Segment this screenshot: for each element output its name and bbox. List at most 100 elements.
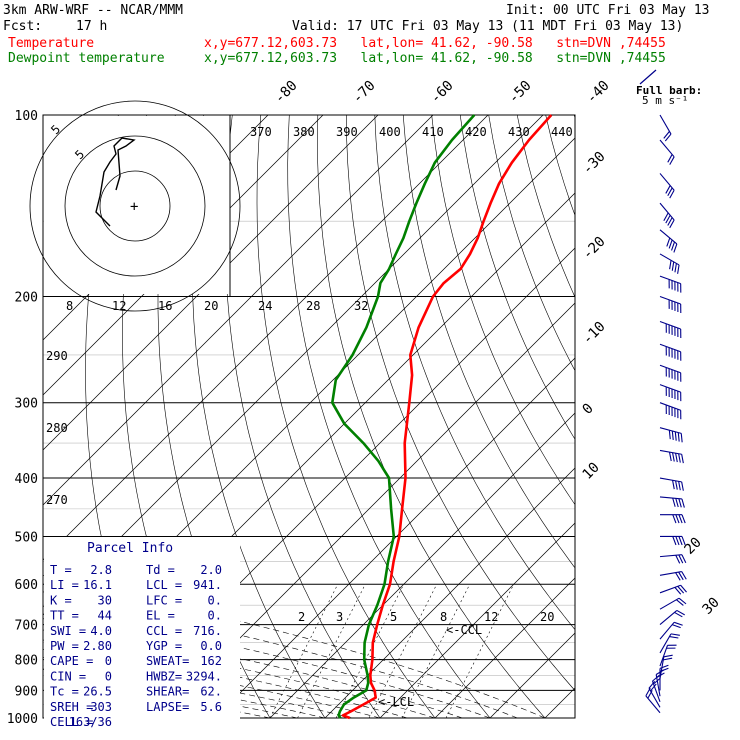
theta-label: 420 xyxy=(465,125,487,139)
speed-scale-label: 32 xyxy=(354,299,368,313)
dry-adiabat-line xyxy=(631,115,740,731)
wind-barb-flag xyxy=(681,498,685,508)
mixing-ratio-label: 5 xyxy=(390,610,397,624)
wind-barb-staff xyxy=(659,477,682,483)
wind-barb-flag xyxy=(647,690,653,699)
wind-barb-staff xyxy=(659,645,669,667)
wind-barb-flag xyxy=(671,430,674,440)
wind-barb-flag xyxy=(675,536,680,546)
wind-barb-flag xyxy=(669,219,675,229)
speed-scale-label: 24 xyxy=(258,299,272,313)
wind-barb-staff xyxy=(645,695,661,714)
isotherm-line xyxy=(43,115,544,616)
wind-barb-staff xyxy=(659,202,675,221)
isotherm-label: -50 xyxy=(506,78,535,107)
isotherm-label: -10 xyxy=(580,319,609,348)
wind-barb-staff xyxy=(659,554,682,558)
moist-adiabat-line xyxy=(43,629,436,718)
wind-barb-staff xyxy=(651,680,661,702)
wind-barb-flag xyxy=(680,433,683,443)
moist-adiabat-line xyxy=(43,618,463,718)
pressure-tick-label: 1000 xyxy=(7,712,38,727)
dry-adiabat-line xyxy=(287,115,491,718)
theta-label: 280 xyxy=(46,421,68,435)
isotherm-line xyxy=(269,412,575,718)
moist-adiabat-line xyxy=(43,591,518,718)
mixing-ratio-label: 3 xyxy=(336,610,343,624)
wind-barb-flag xyxy=(663,212,669,222)
plot-frame xyxy=(42,114,576,719)
isotherm-line xyxy=(434,577,575,718)
wind-barb-flag xyxy=(655,669,665,675)
dry-adiabat-line xyxy=(573,115,575,120)
wind-barb-flag xyxy=(678,453,681,463)
dry-adiabat-line xyxy=(431,115,575,506)
wind-barb-flag xyxy=(665,214,671,224)
full-barb-sample xyxy=(639,69,657,85)
theta-label: 430 xyxy=(508,125,530,139)
wind-barb-flag xyxy=(681,554,687,564)
full-barb-label: Full barb: xyxy=(636,84,702,97)
pressure-tick-label: 500 xyxy=(15,530,38,545)
wind-barb-flag xyxy=(678,554,684,564)
wind-barb-flag xyxy=(669,260,672,270)
wind-barb-flag xyxy=(668,430,671,440)
wind-barb-staff xyxy=(659,570,682,576)
mixing-ratio-label: 20 xyxy=(540,610,554,624)
wind-barb-flag xyxy=(650,683,657,692)
wind-barb-staff xyxy=(659,320,681,330)
isotherm-line xyxy=(379,522,575,718)
theta-label: 400 xyxy=(379,125,401,139)
isotherm-label: -60 xyxy=(428,78,457,107)
dry-adiabat-line xyxy=(603,115,740,731)
wind-barb-flag xyxy=(669,190,675,199)
wind-barb-flag xyxy=(674,587,682,595)
isotherm-label: -20 xyxy=(580,234,609,263)
wind-barb-flag xyxy=(653,677,661,685)
wind-barb-flag xyxy=(678,597,687,605)
isotherm-label: 20 xyxy=(682,535,705,558)
wind-barb-staff xyxy=(659,384,681,393)
pressure-tick-label: 800 xyxy=(15,654,38,669)
wind-barb-flag xyxy=(668,239,673,249)
wind-barb-staff xyxy=(659,343,681,353)
wind-barb-flag xyxy=(678,514,683,524)
dry-adiabat-line xyxy=(459,115,575,440)
model-title: 3km ARW-WRF -- NCAR/MMM xyxy=(3,3,184,18)
forecast-hour: 17 h xyxy=(76,19,108,34)
wind-barb-flag xyxy=(666,237,671,247)
wind-barb-flag xyxy=(668,452,672,462)
hodograph-ring xyxy=(99,170,171,242)
legend-temperature-location: x,y=677.12,603.73 lat,lon= 41.62, -90.58… xyxy=(204,36,666,51)
theta-label: 440 xyxy=(551,125,573,139)
wind-barb-flag xyxy=(676,609,685,616)
pressure-tick-label: 700 xyxy=(15,619,38,634)
wind-barb-flag xyxy=(671,261,675,271)
wind-barb-staff xyxy=(648,687,661,708)
isotherm-label: -70 xyxy=(350,78,379,107)
wind-barb-flag xyxy=(669,636,679,639)
isotherm-label: 30 xyxy=(700,595,723,618)
wind-barb-flag xyxy=(645,687,651,697)
wind-barb-flag xyxy=(673,621,683,626)
wind-barb-staff xyxy=(659,275,681,285)
wind-barb-flag xyxy=(669,156,675,165)
wind-barb-flag xyxy=(681,514,686,524)
wind-barb-flag xyxy=(648,680,656,689)
pressure-tick-label: 900 xyxy=(15,684,38,699)
dry-adiabat-line xyxy=(191,115,326,718)
wind-barb-flag xyxy=(659,664,669,669)
isotherm-line xyxy=(159,302,575,718)
wind-barb-flag xyxy=(672,480,675,490)
pressure-tick-label: 200 xyxy=(15,291,38,306)
valid-time: Valid: 17 UTC Fri 03 May 13 (11 MDT Fri … xyxy=(292,19,684,34)
wind-barb-flag xyxy=(675,555,681,564)
theta-label: 290 xyxy=(46,349,68,363)
legend-dewpoint-location: x,y=677.12,603.73 lat,lon= 41.62, -90.58… xyxy=(204,51,666,66)
isotherm-label: -30 xyxy=(580,149,609,178)
isotherm-line xyxy=(324,467,575,718)
speed-scale-label: 8 xyxy=(66,299,73,313)
dry-adiabat-line xyxy=(516,115,575,298)
theta-label: 390 xyxy=(336,125,358,139)
wind-barb-flag xyxy=(681,536,686,546)
